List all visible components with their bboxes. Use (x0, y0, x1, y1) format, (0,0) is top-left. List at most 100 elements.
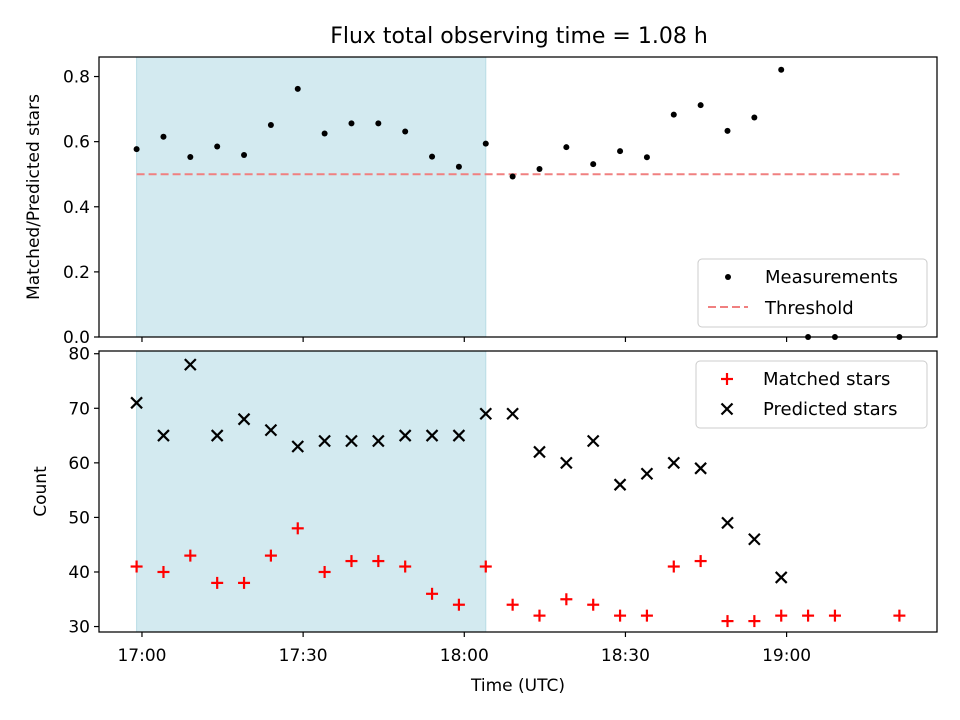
predicted-star-point (748, 532, 761, 546)
measurement-point (133, 146, 140, 153)
matched-star-point (291, 522, 304, 535)
legend-marker-matched-stars (721, 373, 733, 385)
y-tick-label: 0.0 (63, 328, 90, 348)
ratio-legend: Measurements Threshold (697, 258, 928, 328)
legend-label-matched-stars: Matched stars (763, 369, 890, 390)
measurement-point (697, 102, 704, 109)
chart-title: Flux total observing time = 1.08 h (330, 24, 708, 49)
measurement-point (321, 130, 328, 137)
measurement-point (160, 133, 167, 140)
predicted-star-point (398, 429, 412, 442)
matched-star-point (479, 560, 492, 573)
predicted-star-point (667, 456, 681, 470)
matched-star-point (828, 609, 841, 622)
matched-star-point (614, 609, 627, 622)
measurement-point (294, 85, 301, 92)
measurement-points (133, 66, 903, 340)
matched-star-point (506, 598, 519, 611)
predicted-star-point (613, 478, 627, 491)
predicted-star-point (640, 467, 654, 481)
matched-star-point (748, 615, 761, 628)
observing-window-shade-top (136, 56, 487, 338)
measurement-point (402, 128, 409, 135)
measurement-point (643, 154, 650, 161)
measurement-point (670, 111, 677, 118)
ratio-axes-frame (98, 56, 938, 338)
ratio-legend-box (697, 258, 928, 328)
predicted-star-point (479, 407, 493, 421)
measurement-point (590, 161, 597, 168)
y-tick-label: 30 (68, 618, 90, 638)
predicted-star-point (318, 434, 331, 448)
measurement-point (187, 153, 194, 160)
predicted-star-point (210, 429, 224, 442)
measurement-point (536, 166, 543, 172)
matched-star-point (802, 609, 815, 622)
predicted-star-point (130, 396, 143, 410)
count-y-ticks: 30 40 50 60 70 80 (68, 345, 99, 638)
predicted-star-point (694, 462, 707, 475)
count-x-ticks: 17:00 17:30 18:00 18:30 19:00 (117, 632, 811, 666)
matched-star-point (318, 565, 331, 578)
measurement-point (617, 148, 624, 155)
matched-star-point (372, 555, 385, 568)
matched-star-point (184, 549, 197, 562)
x-tick-label: 18:30 (601, 646, 650, 666)
x-tick-label: 18:00 (440, 646, 489, 666)
count-y-axis-label: Count (31, 466, 51, 517)
measurement-point (563, 144, 570, 151)
measurement-point (214, 143, 221, 150)
y-tick-label: 0.8 (63, 68, 90, 88)
x-tick-label: 17:00 (117, 646, 166, 666)
predicted-star-point (506, 407, 519, 421)
legend-label-predicted-stars: Predicted stars (763, 399, 897, 420)
matched-star-point (640, 609, 653, 622)
predicted-star-point (533, 445, 546, 459)
measurement-point (241, 152, 248, 158)
measurement-point (267, 122, 274, 129)
predicted-star-point (425, 429, 439, 442)
matched-star-point (694, 555, 707, 568)
measurement-point (348, 120, 355, 127)
matched-star-point (775, 609, 788, 622)
matched-star-point (533, 609, 546, 622)
predicted-star-point (560, 456, 573, 470)
predicted-star-point (157, 429, 170, 442)
measurement-point (509, 173, 516, 180)
count-axes: 30 40 50 60 70 80 17:00 17:30 18:00 18:30 19:00 C… (31, 345, 938, 696)
matched-star-point (721, 615, 734, 628)
measurement-point (751, 114, 758, 121)
matched-star-point (238, 576, 251, 589)
measurement-point (724, 127, 731, 134)
measurement-point (455, 163, 462, 170)
y-tick-label: 80 (68, 345, 90, 365)
count-legend: Matched stars Predicted stars (695, 360, 928, 429)
predicted-star-point (774, 571, 788, 584)
predicted-star-point (264, 423, 278, 437)
predicted-star-point (184, 358, 197, 371)
matched-star-point (893, 609, 906, 622)
y-tick-label: 50 (68, 508, 90, 528)
matched-star-point (157, 565, 170, 578)
observing-window-shade-bottom (136, 350, 487, 633)
y-tick-label: 0.4 (63, 198, 90, 218)
ratio-axes: 0.00.20.40.60.8 Matched/Predicted stars … (24, 56, 938, 348)
legend-marker-measurements (725, 274, 731, 280)
y-tick-label: 0.2 (63, 263, 90, 283)
y-tick-label: 0.6 (63, 133, 90, 153)
matched-star-point (345, 555, 358, 568)
predicted-star-point (372, 434, 385, 448)
legend-label-threshold: Threshold (764, 298, 854, 319)
x-axis-label: Time (UTC) (470, 676, 565, 696)
matched-star-point (399, 560, 412, 573)
predicted-star-point (721, 516, 734, 530)
matched-star-point (452, 598, 465, 611)
y-tick-label: 40 (68, 563, 90, 583)
predicted-star-point (237, 412, 251, 426)
matched-star-point (560, 593, 573, 606)
matched-star-point (264, 549, 277, 562)
measurement-point (778, 66, 785, 73)
count-legend-box (695, 360, 928, 429)
x-tick-label: 19:00 (762, 646, 811, 666)
